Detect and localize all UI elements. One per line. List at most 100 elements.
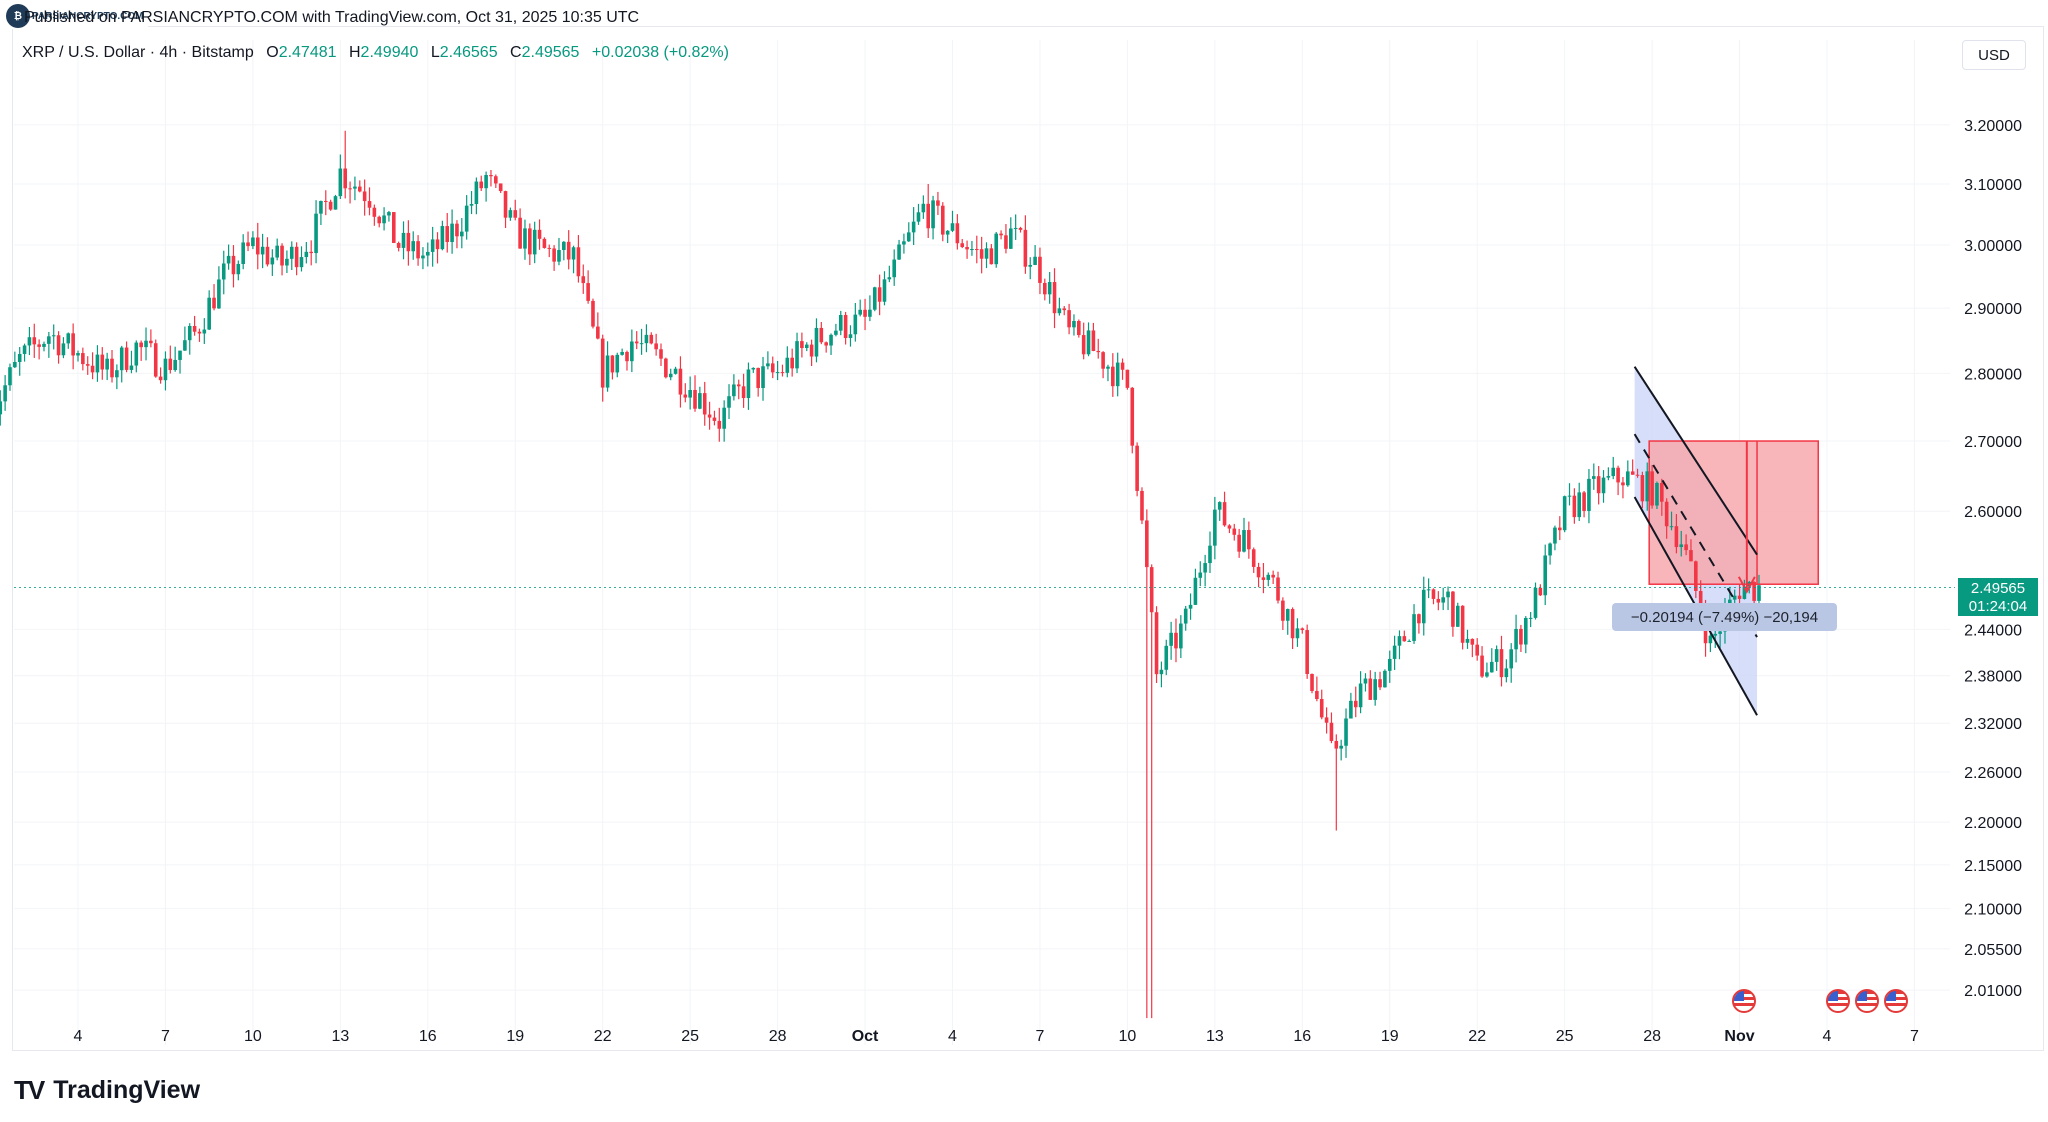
candle-body bbox=[1504, 668, 1509, 678]
candle-body bbox=[119, 347, 124, 371]
short-position-outline bbox=[1648, 440, 1820, 585]
candle-body bbox=[1587, 478, 1591, 511]
candle-body bbox=[270, 257, 275, 265]
candle-body bbox=[960, 243, 965, 247]
candle-body bbox=[304, 251, 309, 258]
candle-body bbox=[596, 326, 600, 339]
candle-body bbox=[1115, 362, 1120, 387]
candle-body bbox=[955, 223, 960, 244]
candle-body bbox=[542, 238, 547, 248]
candle-body bbox=[61, 343, 66, 356]
candle-body bbox=[411, 241, 416, 252]
candle-body bbox=[100, 354, 105, 370]
candle-body bbox=[275, 245, 279, 258]
x-tick-label: 10 bbox=[244, 1028, 262, 1045]
candle-body bbox=[1567, 495, 1572, 497]
candle-body bbox=[1213, 509, 1217, 546]
candle-body bbox=[294, 246, 299, 268]
candle-body bbox=[1062, 308, 1067, 311]
candle-body bbox=[1635, 474, 1640, 476]
candle-body bbox=[1227, 525, 1232, 529]
candle-body bbox=[1431, 589, 1436, 599]
candle-body bbox=[221, 263, 226, 280]
candle-body bbox=[1387, 658, 1392, 671]
candle-body bbox=[1198, 572, 1203, 578]
us-flag-icon[interactable] bbox=[1826, 989, 1850, 1013]
candle-body bbox=[557, 249, 561, 262]
high-value: 2.49940 bbox=[360, 44, 419, 61]
candle-body bbox=[1018, 227, 1023, 230]
y-tick-label: 2.44000 bbox=[1964, 622, 2022, 639]
chart-frame[interactable] bbox=[12, 26, 2044, 1051]
candle-body bbox=[1543, 555, 1548, 596]
candle-body bbox=[761, 366, 765, 389]
candle-body bbox=[1242, 530, 1246, 552]
us-flag-icon[interactable] bbox=[1855, 989, 1879, 1013]
candle-body bbox=[1247, 530, 1251, 550]
candle-body bbox=[906, 232, 911, 242]
candle-body bbox=[974, 249, 979, 251]
candle-body bbox=[630, 341, 634, 362]
candle-body bbox=[916, 212, 921, 222]
candle-body bbox=[1407, 640, 1411, 642]
candle-body bbox=[226, 255, 231, 264]
candle-body bbox=[1660, 482, 1664, 502]
candle-body bbox=[1572, 495, 1577, 518]
candle-body bbox=[678, 368, 683, 395]
candle-body bbox=[824, 342, 828, 346]
candle-body bbox=[1684, 544, 1688, 551]
candle-body bbox=[523, 228, 527, 249]
channel-mid-line bbox=[1633, 433, 1758, 638]
candle-body bbox=[353, 186, 357, 189]
candle-body bbox=[727, 396, 731, 408]
candle-body bbox=[1149, 567, 1154, 613]
candle-body bbox=[552, 248, 556, 262]
candle-body bbox=[1611, 467, 1616, 477]
candle-body bbox=[212, 297, 216, 309]
x-tick-label: 19 bbox=[1381, 1028, 1399, 1045]
candle-body bbox=[1033, 256, 1037, 265]
candle-body bbox=[1548, 543, 1552, 556]
candle-body bbox=[246, 242, 250, 247]
candle-body bbox=[528, 228, 532, 255]
candle-body bbox=[1378, 679, 1382, 688]
currency-button[interactable]: USD bbox=[1962, 40, 2026, 70]
candle-body bbox=[71, 333, 75, 356]
candle-body bbox=[936, 200, 940, 206]
candle-body bbox=[518, 217, 522, 249]
candle-body bbox=[1650, 471, 1654, 506]
candle-body bbox=[1256, 566, 1261, 578]
candle-body bbox=[1183, 608, 1188, 624]
candle-body bbox=[1577, 492, 1582, 518]
candle-body bbox=[231, 255, 236, 275]
us-flag-icon[interactable] bbox=[1884, 989, 1908, 1013]
candle-body bbox=[357, 186, 362, 192]
candle-body bbox=[863, 309, 867, 317]
candle-body bbox=[202, 329, 207, 334]
candle-body bbox=[945, 230, 950, 235]
y-tick-label: 2.38000 bbox=[1964, 669, 2022, 686]
candle-body bbox=[1179, 623, 1183, 649]
candle-body bbox=[712, 417, 717, 421]
candle-body bbox=[144, 340, 148, 348]
x-tick-label: 28 bbox=[1643, 1028, 1661, 1045]
symbol-title[interactable]: XRP / U.S. Dollar · 4h · Bitstamp bbox=[22, 44, 254, 61]
candle-body bbox=[328, 201, 333, 210]
candle-body bbox=[838, 314, 843, 331]
candle-body bbox=[503, 191, 508, 218]
candle-body bbox=[970, 249, 974, 251]
candle-body bbox=[1655, 482, 1659, 506]
candle-body bbox=[192, 325, 197, 332]
candle-body bbox=[1154, 612, 1159, 675]
y-tick-label: 2.15000 bbox=[1964, 858, 2022, 875]
candle-body bbox=[1645, 471, 1650, 502]
candle-body bbox=[897, 244, 901, 260]
candle-body bbox=[1334, 740, 1339, 749]
us-flag-icon[interactable] bbox=[1732, 989, 1756, 1013]
candle-body bbox=[566, 241, 571, 260]
candle-body bbox=[634, 341, 639, 344]
candle-body bbox=[1285, 609, 1290, 621]
change-value: +0.02038 (+0.82%) bbox=[591, 44, 729, 61]
candle-body bbox=[1067, 310, 1071, 328]
